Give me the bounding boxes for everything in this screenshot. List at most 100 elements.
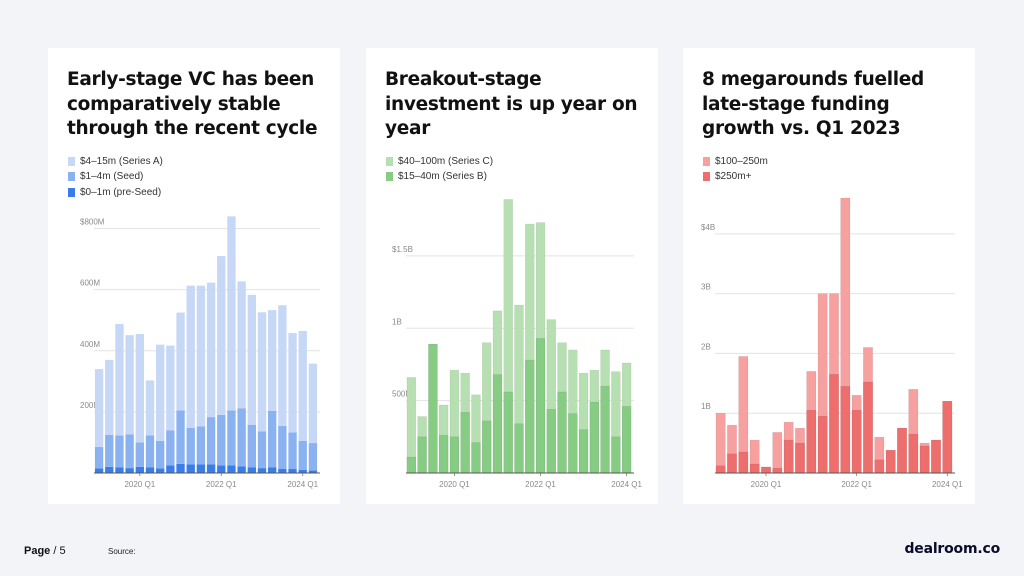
bar (156, 344, 165, 441)
chart-legend: $40–100m (Series C) $15–40m (Series B) (386, 154, 493, 185)
bar (268, 410, 277, 468)
bar (406, 456, 417, 474)
bar (863, 381, 873, 474)
bar (247, 424, 256, 468)
bar (166, 345, 175, 431)
bar (186, 427, 195, 465)
legend-label-series-b: $15–40m (Series B) (398, 171, 487, 182)
x-tick-label: 2024 Q1 (287, 480, 318, 489)
bar (125, 335, 134, 435)
bar (298, 440, 307, 470)
legend-item-seed: $1–4m (Seed) (68, 170, 163, 184)
bar (196, 285, 206, 427)
y-tick-label: 200M (80, 401, 100, 410)
bar (727, 453, 737, 474)
legend-label-100-250m: $100–250m (715, 155, 768, 167)
legend-swatch-250m-plus (703, 172, 710, 181)
legend-swatch-series-a (68, 156, 75, 166)
y-tick-label: $800M (80, 218, 105, 227)
bar (288, 333, 297, 433)
bar (145, 435, 155, 468)
bar (135, 333, 144, 443)
bar (237, 281, 246, 409)
bar (227, 216, 236, 411)
bar (145, 380, 155, 436)
y-tick-label: 1B (392, 317, 402, 326)
bar (257, 312, 267, 432)
x-tick-label: 2022 Q1 (841, 480, 872, 489)
bar (105, 466, 114, 473)
bar (568, 413, 578, 474)
bar (806, 409, 817, 474)
legend-label-seed: $1–4m (Seed) (80, 171, 144, 182)
bar (268, 467, 277, 473)
legend-swatch-pre-seed (68, 187, 75, 197)
bar (257, 431, 267, 469)
y-tick-label: $4B (701, 223, 715, 232)
bar (885, 450, 896, 474)
legend-swatch-series-b (386, 172, 393, 181)
bar (621, 406, 632, 474)
chart-title: Early-stage VC has been comparatively st… (67, 69, 318, 139)
bar (840, 386, 851, 474)
y-tick-label: 2B (701, 342, 711, 351)
bar (589, 401, 599, 474)
bar (278, 468, 287, 473)
bar (525, 359, 535, 474)
legend-item-series-a: $4–15m (Series A) (68, 154, 163, 168)
bar (874, 459, 885, 474)
bar (439, 435, 449, 474)
bar (298, 469, 307, 473)
bar (783, 439, 794, 474)
bar (156, 440, 165, 469)
bar (145, 467, 155, 473)
legend-item-pre-seed: $0–1m (pre-Seed) (68, 185, 163, 199)
bar (237, 408, 246, 467)
bar (514, 423, 524, 474)
bar (942, 401, 953, 474)
bar (94, 468, 104, 473)
bar (125, 468, 134, 473)
bar (206, 282, 216, 418)
bar (247, 467, 256, 473)
bar (908, 433, 919, 474)
legend-label-pre-seed: $0–1m (pre-Seed) (80, 186, 162, 198)
bar (268, 310, 277, 411)
bar (919, 445, 930, 474)
bar (298, 330, 307, 441)
dealroom-logo: dealroom.co (904, 541, 1000, 557)
bar (817, 415, 828, 474)
chart-panel-early-stage: Early-stage VC has been comparatively st… (48, 48, 340, 504)
legend-label-series-c: $40–100m (Series C) (398, 155, 494, 167)
bar (227, 410, 236, 466)
bar (931, 439, 941, 474)
page-number: / 5 (53, 545, 66, 557)
bar (186, 285, 195, 428)
late-stage-bar-chart: 1B 2B 3B $4B 2020 Q1 2022 Q1 2024 Q1 (701, 197, 963, 489)
bar (749, 463, 760, 474)
bar (206, 464, 216, 473)
bar (94, 369, 104, 448)
bar (247, 294, 256, 425)
bar (308, 443, 318, 471)
legend-item-series-b: $15–40m (Series B) (386, 170, 493, 184)
bar (308, 470, 318, 473)
x-tick-label: 2020 Q1 (751, 480, 782, 489)
bar (288, 432, 297, 470)
bar (503, 391, 513, 474)
y-tick-label: $1.5B (392, 245, 413, 254)
x-tick-label: 2022 Q1 (206, 480, 237, 489)
bar (217, 414, 226, 466)
bar (196, 464, 206, 473)
x-tick-label: 2022 Q1 (525, 480, 556, 489)
bar (227, 465, 236, 473)
bar (94, 447, 104, 469)
bar (176, 410, 185, 464)
bar (772, 432, 783, 474)
bar (492, 374, 503, 474)
bar (217, 465, 226, 473)
bar (460, 411, 470, 474)
y-tick-label: 600M (80, 279, 100, 288)
bar (115, 323, 124, 436)
x-tick-label: 2024 Q1 (932, 480, 963, 489)
